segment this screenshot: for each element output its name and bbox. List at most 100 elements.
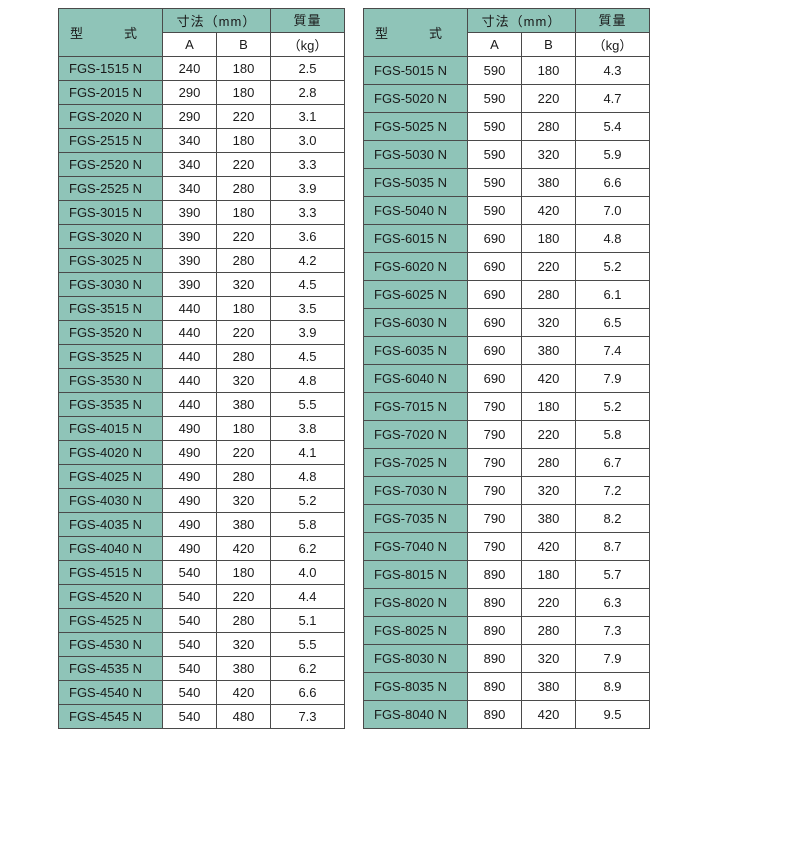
table-row: FGS-7030 N7903207.2 bbox=[364, 477, 650, 505]
cell-mass: 5.8 bbox=[271, 513, 345, 537]
header-model: 型 式 bbox=[364, 9, 468, 57]
cell-mass: 7.3 bbox=[576, 617, 650, 645]
cell-dim-b: 280 bbox=[217, 345, 271, 369]
cell-model: FGS-7015 N bbox=[364, 393, 468, 421]
cell-model: FGS-2015 N bbox=[59, 81, 163, 105]
table-row: FGS-2525 N3402803.9 bbox=[59, 177, 345, 201]
cell-dim-b: 380 bbox=[217, 657, 271, 681]
cell-dim-b: 420 bbox=[522, 533, 576, 561]
header-dim-a: A bbox=[163, 33, 217, 57]
cell-dim-b: 420 bbox=[522, 701, 576, 729]
cell-mass: 4.8 bbox=[271, 369, 345, 393]
cell-dim-b: 220 bbox=[522, 589, 576, 617]
table-row: FGS-5035 N5903806.6 bbox=[364, 169, 650, 197]
cell-mass: 5.9 bbox=[576, 141, 650, 169]
cell-model: FGS-4020 N bbox=[59, 441, 163, 465]
cell-model: FGS-4520 N bbox=[59, 585, 163, 609]
table-row: FGS-4030 N4903205.2 bbox=[59, 489, 345, 513]
cell-dim-b: 380 bbox=[522, 337, 576, 365]
cell-dim-b: 220 bbox=[217, 585, 271, 609]
header-dim: 寸法（mm） bbox=[468, 9, 576, 33]
cell-dim-a: 690 bbox=[468, 225, 522, 253]
cell-dim-a: 540 bbox=[163, 633, 217, 657]
cell-model: FGS-5020 N bbox=[364, 85, 468, 113]
table-row: FGS-3020 N3902203.6 bbox=[59, 225, 345, 249]
cell-dim-b: 180 bbox=[217, 81, 271, 105]
cell-model: FGS-8035 N bbox=[364, 673, 468, 701]
cell-dim-b: 380 bbox=[522, 169, 576, 197]
table-row: FGS-7020 N7902205.8 bbox=[364, 421, 650, 449]
cell-dim-b: 320 bbox=[217, 489, 271, 513]
table-row: FGS-2020 N2902203.1 bbox=[59, 105, 345, 129]
cell-model: FGS-4035 N bbox=[59, 513, 163, 537]
cell-mass: 5.8 bbox=[576, 421, 650, 449]
cell-mass: 6.2 bbox=[271, 537, 345, 561]
cell-dim-a: 690 bbox=[468, 365, 522, 393]
table-row: FGS-5040 N5904207.0 bbox=[364, 197, 650, 225]
cell-model: FGS-3015 N bbox=[59, 201, 163, 225]
table-row: FGS-8040 N8904209.5 bbox=[364, 701, 650, 729]
cell-dim-a: 590 bbox=[468, 197, 522, 225]
table-row: FGS-4515 N5401804.0 bbox=[59, 561, 345, 585]
cell-mass: 4.5 bbox=[271, 345, 345, 369]
table-row: FGS-4015 N4901803.8 bbox=[59, 417, 345, 441]
cell-dim-a: 540 bbox=[163, 657, 217, 681]
cell-dim-b: 380 bbox=[522, 673, 576, 701]
cell-dim-a: 390 bbox=[163, 273, 217, 297]
cell-dim-a: 540 bbox=[163, 609, 217, 633]
cell-model: FGS-3025 N bbox=[59, 249, 163, 273]
cell-model: FGS-4525 N bbox=[59, 609, 163, 633]
cell-model: FGS-6015 N bbox=[364, 225, 468, 253]
table-row: FGS-3030 N3903204.5 bbox=[59, 273, 345, 297]
cell-dim-b: 220 bbox=[522, 85, 576, 113]
cell-dim-b: 380 bbox=[522, 505, 576, 533]
cell-dim-b: 180 bbox=[217, 57, 271, 81]
table-row: FGS-6035 N6903807.4 bbox=[364, 337, 650, 365]
cell-dim-b: 420 bbox=[522, 197, 576, 225]
cell-mass: 5.5 bbox=[271, 393, 345, 417]
table-row: FGS-6015 N6901804.8 bbox=[364, 225, 650, 253]
cell-dim-a: 590 bbox=[468, 57, 522, 85]
table-row: FGS-4040 N4904206.2 bbox=[59, 537, 345, 561]
cell-model: FGS-8030 N bbox=[364, 645, 468, 673]
cell-dim-a: 490 bbox=[163, 417, 217, 441]
cell-mass: 6.5 bbox=[576, 309, 650, 337]
cell-dim-a: 440 bbox=[163, 393, 217, 417]
spec-table-left: 型 式 寸法（mm） 質量 A B （kg） FGS-1515 N2401802… bbox=[58, 8, 345, 729]
cell-model: FGS-2525 N bbox=[59, 177, 163, 201]
cell-dim-a: 890 bbox=[468, 673, 522, 701]
cell-mass: 3.9 bbox=[271, 321, 345, 345]
table-row: FGS-7040 N7904208.7 bbox=[364, 533, 650, 561]
table-row: FGS-8030 N8903207.9 bbox=[364, 645, 650, 673]
cell-model: FGS-7020 N bbox=[364, 421, 468, 449]
header-model: 型 式 bbox=[59, 9, 163, 57]
cell-model: FGS-7025 N bbox=[364, 449, 468, 477]
cell-mass: 3.3 bbox=[271, 201, 345, 225]
cell-model: FGS-8025 N bbox=[364, 617, 468, 645]
table-row: FGS-7015 N7901805.2 bbox=[364, 393, 650, 421]
cell-dim-a: 890 bbox=[468, 617, 522, 645]
cell-mass: 5.7 bbox=[576, 561, 650, 589]
table-row: FGS-3525 N4402804.5 bbox=[59, 345, 345, 369]
cell-dim-b: 220 bbox=[522, 421, 576, 449]
cell-dim-b: 280 bbox=[217, 177, 271, 201]
table-row: FGS-8025 N8902807.3 bbox=[364, 617, 650, 645]
cell-dim-a: 440 bbox=[163, 321, 217, 345]
cell-dim-a: 890 bbox=[468, 701, 522, 729]
table-row: FGS-3015 N3901803.3 bbox=[59, 201, 345, 225]
cell-dim-a: 590 bbox=[468, 113, 522, 141]
table-row: FGS-6040 N6904207.9 bbox=[364, 365, 650, 393]
table-row: FGS-4540 N5404206.6 bbox=[59, 681, 345, 705]
cell-dim-a: 790 bbox=[468, 393, 522, 421]
cell-model: FGS-2515 N bbox=[59, 129, 163, 153]
cell-dim-a: 890 bbox=[468, 561, 522, 589]
cell-dim-a: 340 bbox=[163, 153, 217, 177]
cell-dim-a: 790 bbox=[468, 449, 522, 477]
cell-model: FGS-6030 N bbox=[364, 309, 468, 337]
cell-mass: 6.6 bbox=[271, 681, 345, 705]
cell-dim-a: 490 bbox=[163, 537, 217, 561]
cell-dim-a: 790 bbox=[468, 421, 522, 449]
header-dim-b: B bbox=[522, 33, 576, 57]
tables-container: 型 式 寸法（mm） 質量 A B （kg） FGS-1515 N2401802… bbox=[0, 8, 800, 729]
cell-dim-b: 180 bbox=[217, 129, 271, 153]
